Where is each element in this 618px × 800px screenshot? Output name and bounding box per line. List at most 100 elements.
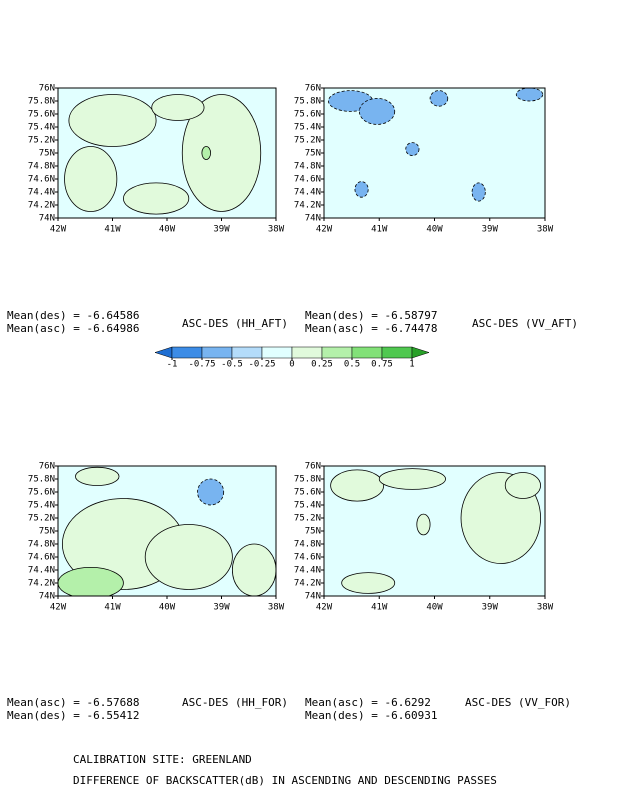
- x-tick-label: 42W: [316, 225, 333, 235]
- mean-annotation: Mean(asc) = -6.74478: [305, 322, 437, 335]
- x-tick-label: 40W: [426, 225, 443, 235]
- contour-region: [358, 98, 396, 125]
- colorbar-label: -1: [167, 360, 178, 370]
- colorbar-cell: [171, 346, 203, 359]
- x-tick-label: 39W: [213, 225, 230, 235]
- contour-region: [151, 94, 205, 121]
- contour-region: [330, 469, 385, 502]
- contour-region: [471, 182, 486, 202]
- contour-region: [58, 567, 124, 596]
- mean-annotation: Mean(asc) = -6.64986: [7, 322, 139, 335]
- contour-field: [58, 466, 276, 596]
- x-tick-label: 38W: [268, 603, 285, 613]
- contour-region: [405, 142, 420, 157]
- x-tick-label: 40W: [426, 603, 443, 613]
- contour-region: [75, 466, 120, 486]
- y-tick-label: 74.6N: [28, 175, 55, 185]
- y-tick-label: 75.8N: [28, 475, 55, 485]
- y-tick-label: 75N: [305, 527, 321, 537]
- x-tick-label: 39W: [482, 225, 499, 235]
- mean-annotation: Mean(asc) = -6.6292: [305, 696, 431, 709]
- y-tick-label: 74.8N: [28, 540, 55, 550]
- y-tick-label: 75.8N: [294, 475, 321, 485]
- y-tick-label: 74N: [39, 592, 55, 602]
- x-tick-label: 39W: [213, 603, 230, 613]
- y-tick-label: 75.6N: [28, 110, 55, 120]
- y-tick-label: 74.8N: [28, 162, 55, 172]
- y-tick-label: 74N: [305, 214, 321, 224]
- contour-field: [324, 88, 545, 218]
- mean-annotation: Mean(des) = -6.58797: [305, 309, 437, 322]
- x-tick-label: 39W: [482, 603, 499, 613]
- y-tick-label: 75.4N: [294, 501, 321, 511]
- y-tick-label: 74N: [39, 214, 55, 224]
- y-tick-label: 74.4N: [28, 566, 55, 576]
- contour-region: [64, 146, 118, 212]
- colorbar-label: 1: [409, 360, 414, 370]
- contour-region: [504, 472, 541, 499]
- colorbar-cell: [261, 346, 293, 359]
- y-tick-label: 75.6N: [28, 488, 55, 498]
- contour-region: [201, 146, 212, 160]
- x-tick-label: 42W: [50, 603, 67, 613]
- x-tick-label: 38W: [537, 225, 554, 235]
- colorbar-end: [411, 346, 430, 359]
- y-tick-label: 76N: [39, 462, 55, 472]
- panel-title: ASC-DES (HH_FOR): [182, 696, 288, 709]
- y-tick-label: 74.6N: [28, 553, 55, 563]
- colorbar-cell: [231, 346, 263, 359]
- panel-title: ASC-DES (VV_AFT): [472, 317, 578, 330]
- x-tick-label: 40W: [159, 225, 176, 235]
- contour-region: [144, 524, 233, 590]
- colorbar-label: 0.5: [344, 360, 360, 370]
- y-tick-label: 75.4N: [28, 123, 55, 133]
- contour-region: [416, 513, 431, 536]
- y-tick-label: 75N: [39, 149, 55, 159]
- x-tick-label: 42W: [50, 225, 67, 235]
- contour-field: [58, 88, 276, 218]
- y-tick-label: 74.8N: [294, 162, 321, 172]
- panel-title: ASC-DES (VV_FOR): [465, 696, 571, 709]
- contour-region: [197, 478, 225, 506]
- y-tick-label: 74.4N: [28, 188, 55, 198]
- y-tick-label: 76N: [39, 84, 55, 94]
- colorbar-label: 0: [289, 360, 294, 370]
- y-tick-label: 75.4N: [294, 123, 321, 133]
- colorbar-cell: [381, 346, 413, 359]
- y-tick-label: 74N: [305, 592, 321, 602]
- contour-region: [515, 88, 544, 102]
- colorbar-end: [154, 346, 173, 359]
- mean-annotation: Mean(des) = -6.64586: [7, 309, 139, 322]
- colorbar-cell: [201, 346, 233, 359]
- y-tick-label: 74.2N: [28, 579, 55, 589]
- contour-region: [429, 90, 449, 107]
- footer-line: CALIBRATION SITE: GREENLAND: [73, 753, 252, 766]
- y-tick-label: 74.2N: [28, 201, 55, 211]
- colorbar-label: -0.75: [188, 360, 215, 370]
- panel-title: ASC-DES (HH_AFT): [182, 317, 288, 330]
- x-tick-label: 42W: [316, 603, 333, 613]
- y-tick-label: 75.8N: [28, 97, 55, 107]
- mean-annotation: Mean(des) = -6.55412: [7, 709, 139, 722]
- colorbar-label: 0.25: [311, 360, 333, 370]
- y-tick-label: 74.4N: [294, 188, 321, 198]
- x-tick-label: 41W: [371, 603, 388, 613]
- x-tick-label: 38W: [537, 603, 554, 613]
- mean-annotation: Mean(des) = -6.60931: [305, 709, 437, 722]
- y-tick-label: 75.2N: [294, 136, 321, 146]
- x-tick-label: 40W: [159, 603, 176, 613]
- contour-region: [232, 543, 276, 596]
- y-tick-label: 74.4N: [294, 566, 321, 576]
- colorbar-label: -0.5: [221, 360, 243, 370]
- y-tick-label: 74.2N: [294, 579, 321, 589]
- y-tick-label: 75N: [305, 149, 321, 159]
- x-tick-label: 41W: [104, 603, 121, 613]
- y-tick-label: 75.4N: [28, 501, 55, 511]
- colorbar-cell: [321, 346, 353, 359]
- y-tick-label: 75.2N: [294, 514, 321, 524]
- y-tick-label: 75.6N: [294, 110, 321, 120]
- y-tick-label: 76N: [305, 462, 321, 472]
- y-tick-label: 75.8N: [294, 97, 321, 107]
- colorbar-cell: [291, 346, 323, 359]
